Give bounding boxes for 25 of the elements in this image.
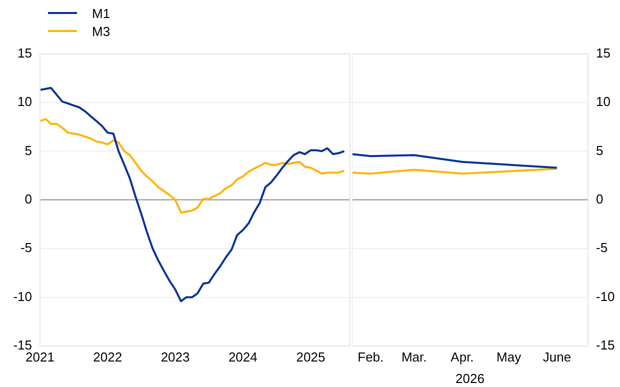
x-tick-label: 2022 — [93, 349, 122, 364]
y-tick-label: 5 — [24, 142, 32, 158]
y-tick-label: -5 — [596, 240, 608, 256]
y-tick-label: -15 — [596, 338, 615, 353]
y-tick-label: 15 — [18, 45, 32, 60]
legend-label: M3 — [92, 24, 110, 38]
y-tick-label: 10 — [596, 94, 610, 110]
y-tick-label: 10 — [18, 94, 32, 110]
x-tick-label: June — [542, 349, 572, 364]
y-tick-label: -5 — [20, 240, 32, 256]
y-tick-label: -10 — [13, 288, 32, 304]
x-tick-label: 2024 — [228, 349, 258, 364]
y-tick-label: 0 — [596, 191, 604, 206]
y-tick-label: 15 — [596, 45, 610, 60]
x-tick-label: 2023 — [160, 349, 190, 364]
x-tick-label: Feb. — [358, 349, 384, 364]
x-tick-label: Apr. — [450, 349, 474, 364]
y-tick-label: 0 — [24, 191, 32, 206]
legend-label: M1 — [92, 6, 110, 20]
y-tick-label: 5 — [596, 142, 604, 158]
x-tick-label: Mar. — [401, 349, 427, 364]
y-tick-label: -10 — [596, 288, 615, 304]
x-axis-title: 2026 — [456, 370, 484, 386]
x-tick-label: May — [496, 349, 522, 364]
x-tick-label: 2025 — [296, 349, 326, 364]
